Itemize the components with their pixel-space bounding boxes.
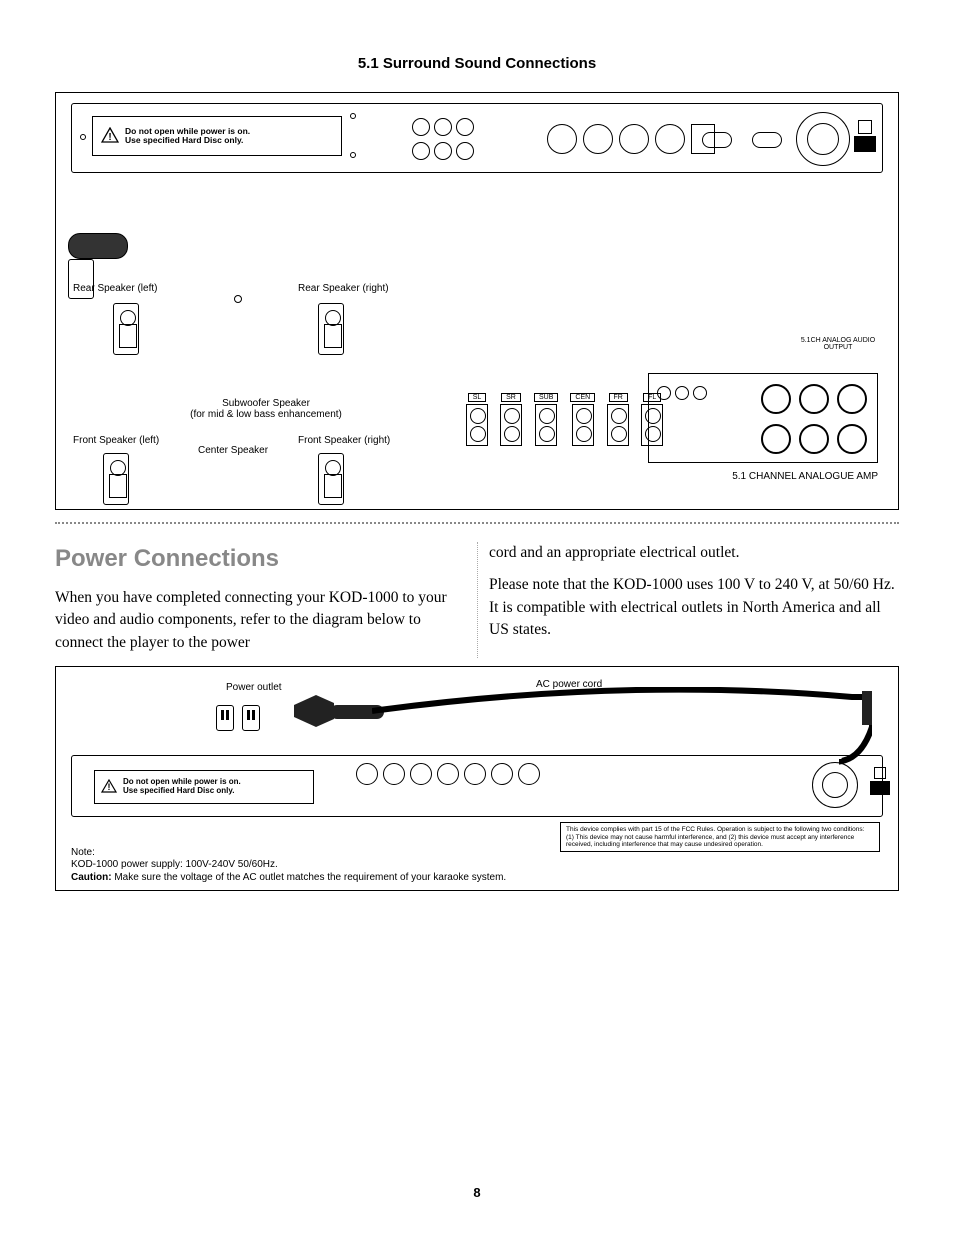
rear-right-label: Rear Speaker (right) [298,283,389,294]
amp-title: 5.1 CHANNEL ANALOGUE AMP [732,471,878,482]
warn-line2: Use specified Hard Disc only. [125,135,243,145]
power-para2a: cord and an appropriate electrical outle… [489,542,899,564]
rear-left-label: Rear Speaker (left) [73,283,157,294]
subwoofer-jack-icon [234,295,242,303]
warning-box: ! Do not open while power is on. Use spe… [92,116,342,156]
warn2-l2: Use specified Hard Disc only. [123,786,234,795]
subwoofer-label: Subwoofer Speaker (for mid & low bass en… [186,398,346,420]
rear-left-speaker-icon [113,303,139,355]
outlet-icon [216,705,260,731]
terminal-strip: SL SR SUB CEN FR FL [466,393,663,446]
power-text-columns: Power Connections When you have complete… [55,542,899,658]
power-inlet [854,120,876,152]
power-inlet-2 [870,767,890,795]
caution-text: Make sure the voltage of the AC outlet m… [112,872,507,883]
warning-box-2: ! Do not open while power is on. Use spe… [94,770,314,804]
surround-diagram: ! Do not open while power is on. Use spe… [55,92,899,510]
warning-text-2: Do not open while power is on. Use speci… [123,778,241,796]
term-cen: CEN [570,393,595,402]
d2-ports [356,763,540,785]
front-right-label: Front Speaker (right) [298,435,390,446]
diagram2-note: Note: KOD-1000 power supply: 100V-240V 5… [71,847,506,885]
plug-icon [294,685,384,740]
warn2-l1: Do not open while power is on. [123,777,241,786]
subwoofer-icon [68,233,128,259]
term-fr: FR [609,393,628,402]
caution-label: Caution: [71,872,112,883]
rear-right-speaker-icon [318,303,344,355]
term-sr: SR [501,393,521,402]
outlet-label: Power outlet [226,682,282,693]
warning-triangle-icon: ! [101,779,117,796]
front-right-speaker-icon [318,453,344,505]
page-number: 8 [0,1185,954,1200]
term-sub: SUB [534,393,558,402]
note-label: Note: [71,847,95,858]
dotted-separator [55,522,899,524]
screw-icon [350,152,356,158]
sub-l2: (for mid & low bass enhancement) [190,409,342,420]
power-heading: Power Connections [55,542,465,577]
front-left-label: Front Speaker (left) [73,435,159,446]
power-para2b: Please note that the KOD-1000 uses 100 V… [489,574,899,641]
sub-l1: Subwoofer Speaker [222,398,310,409]
warning-triangle-icon: ! [101,127,119,145]
power-diagram: Power outlet AC power cord ! Do not open… [55,666,899,891]
fcc-notice: This device complies with part 15 of the… [560,822,880,852]
device-rear-panel: ! Do not open while power is on. Use spe… [71,103,883,173]
note-line: KOD-1000 power supply: 100V-240V 50/60Hz… [71,859,278,870]
port-cluster [372,114,712,162]
amp-input-label: 5.1CH ANALOG AUDIO OUTPUT [798,337,878,351]
power-para1: When you have completed connecting your … [55,587,465,654]
term-sl: SL [468,393,487,402]
center-label: Center Speaker [198,445,268,456]
screw-icon [80,134,86,140]
screw-icon [350,113,356,119]
amp-icon [648,373,878,463]
fan-icon [796,112,850,166]
section-header: 5.1 Surround Sound Connections [55,55,899,72]
svg-text:!: ! [108,132,111,143]
svg-text:!: ! [108,782,111,792]
fan-icon-2 [812,762,858,808]
warning-text: Do not open while power is on. Use speci… [125,127,250,146]
front-left-speaker-icon [103,453,129,505]
